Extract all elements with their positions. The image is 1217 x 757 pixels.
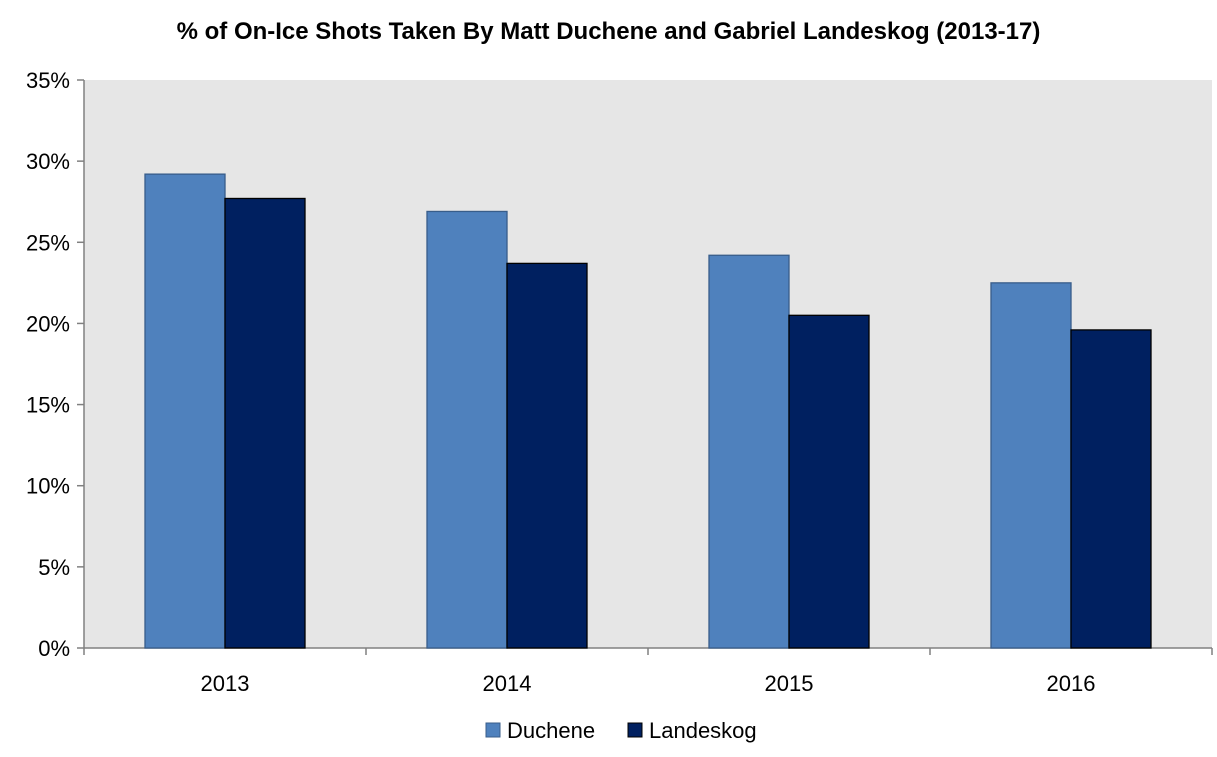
x-tick-label: 2016: [1047, 671, 1096, 696]
y-tick-label: 5%: [38, 555, 70, 580]
x-axis: 2013 2014 2015 2016: [83, 647, 1213, 696]
y-tick-label: 35%: [26, 68, 70, 93]
y-axis: 0% 5% 10% 15% 20% 25% 30% 35%: [26, 68, 85, 661]
chart-title: % of On-Ice Shots Taken By Matt Duchene …: [176, 18, 1041, 45]
bar-duchene-2014: [426, 210, 508, 649]
x-tick-label: 2015: [765, 671, 814, 696]
x-tick-label: 2013: [201, 671, 250, 696]
bar-duchene-2013: [144, 173, 226, 649]
x-tick-label: 2014: [483, 671, 532, 696]
bar-duchene-2015: [708, 254, 790, 649]
y-tick-label: 25%: [26, 230, 70, 255]
bar-landeskog-2014: [506, 262, 588, 649]
y-tick-label: 30%: [26, 149, 70, 174]
y-tick-label: 15%: [26, 393, 70, 418]
bar-landeskog-2013: [224, 197, 306, 649]
legend-label-duchene: Duchene: [507, 718, 595, 743]
bar-duchene-2016: [990, 282, 1072, 649]
bars: [144, 173, 1152, 649]
legend-swatch-duchene: [485, 722, 501, 738]
bar-landeskog-2016: [1070, 329, 1152, 649]
legend-swatch-landeskog: [627, 722, 643, 738]
bar-landeskog-2015: [788, 314, 870, 649]
y-tick-label: 20%: [26, 311, 70, 336]
legend-label-landeskog: Landeskog: [649, 718, 757, 743]
y-tick-label: 0%: [38, 636, 70, 661]
y-tick-label: 10%: [26, 474, 70, 499]
legend: Duchene Landeskog: [485, 718, 757, 743]
